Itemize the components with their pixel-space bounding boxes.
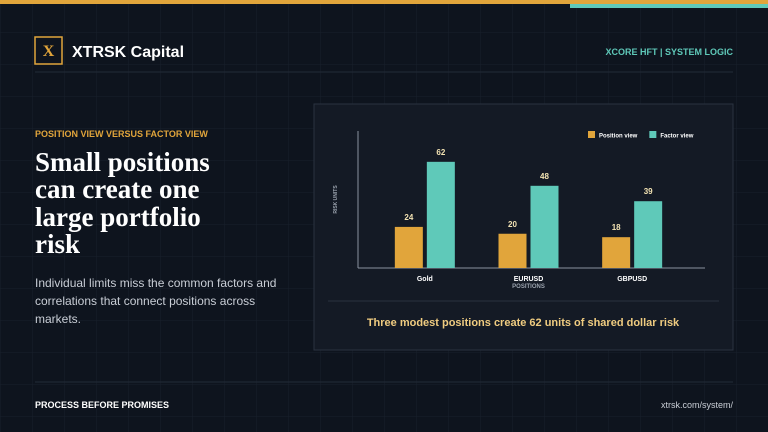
headline: Small positions bbox=[35, 147, 210, 177]
footer-right: xtrsk.com/system/ bbox=[661, 400, 734, 410]
brand: XTRSK Capital bbox=[72, 44, 184, 61]
bar bbox=[634, 201, 663, 268]
top-bar bbox=[0, 0, 768, 4]
value-label: 20 bbox=[508, 220, 517, 229]
y-axis-label: RISK UNITS bbox=[333, 185, 339, 214]
value-label: 62 bbox=[436, 148, 445, 157]
value-label: 18 bbox=[612, 223, 621, 232]
x-tick-label: Gold bbox=[417, 276, 433, 283]
value-label: 24 bbox=[404, 213, 413, 222]
x-axis-label: POSITIONS bbox=[512, 284, 545, 290]
bar bbox=[394, 226, 423, 268]
body-text: Individual limits miss the common factor… bbox=[35, 276, 276, 290]
chart: RISK UNITS POSITIONS Gold 24 62 EURUSD 20 48 GBP… bbox=[333, 131, 705, 290]
bar bbox=[498, 233, 527, 268]
logo-box bbox=[34, 36, 63, 65]
legend-label: Factor view bbox=[660, 134, 693, 140]
legend-swatch bbox=[588, 131, 595, 138]
header-tag: XCORE HFT | SYSTEM LOGIC bbox=[605, 47, 733, 57]
value-label: 48 bbox=[540, 172, 549, 181]
kicker: POSITION VIEW VERSUS FACTOR VIEW bbox=[35, 129, 208, 139]
body-text: correlations that connect positions acro… bbox=[35, 294, 255, 308]
chart-panel bbox=[313, 103, 734, 351]
bar bbox=[602, 237, 631, 268]
x-tick-label: EURUSD bbox=[514, 276, 544, 283]
legend-swatch bbox=[649, 131, 657, 138]
footer-left: PROCESS BEFORE PROMISES bbox=[35, 400, 169, 410]
legend-label: Position view bbox=[599, 134, 638, 140]
headline: risk bbox=[35, 229, 80, 259]
x-tick-label: GBPUSD bbox=[617, 276, 647, 283]
bar bbox=[426, 161, 455, 268]
body-text: markets. bbox=[35, 312, 81, 326]
headline: can create one bbox=[35, 174, 199, 204]
headline: large portfolio bbox=[35, 202, 201, 232]
bar bbox=[530, 185, 559, 268]
chart-annotation: Three modest positions create 62 units o… bbox=[367, 317, 680, 329]
value-label: 39 bbox=[644, 187, 653, 196]
top-accent bbox=[570, 4, 768, 8]
logo: X bbox=[43, 43, 55, 60]
